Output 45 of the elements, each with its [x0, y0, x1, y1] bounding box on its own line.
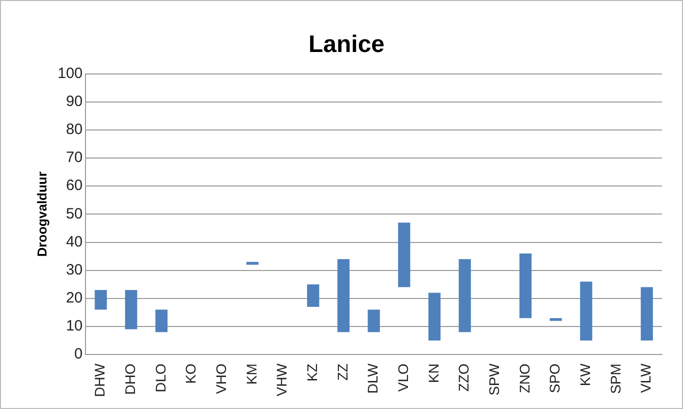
y-tick-label: 50 — [66, 205, 83, 222]
x-tick-label: KM — [243, 364, 260, 385]
x-tick-label: VLO — [395, 363, 412, 392]
bar — [94, 290, 107, 310]
bar — [368, 310, 380, 332]
y-tick-label: 90 — [66, 93, 83, 110]
x-tick-label: KW — [577, 362, 594, 386]
x-tick-label: ZNO — [516, 363, 532, 394]
chart-title: Lanice — [308, 31, 385, 58]
bar — [580, 282, 592, 341]
x-tick-label: SPW — [486, 362, 502, 396]
bar — [337, 259, 350, 332]
bar — [458, 259, 471, 332]
bar — [307, 284, 320, 307]
x-tick-label: DHW — [92, 362, 108, 398]
x-tick-label: DLW — [364, 362, 381, 394]
y-tick-label: 10 — [66, 318, 83, 335]
x-tick-label: SPM — [607, 364, 624, 394]
y-tick-label: 70 — [66, 149, 83, 166]
bar — [640, 287, 653, 341]
x-tick-label: SPO — [546, 363, 563, 394]
y-tick-label: 60 — [66, 177, 83, 194]
bar — [398, 222, 410, 288]
x-tick-label: KN — [425, 364, 442, 384]
bar — [550, 318, 562, 321]
y-tick-label: 100 — [58, 64, 83, 82]
y-tick-label: 0 — [74, 346, 83, 363]
x-tick-label: VHW — [274, 362, 290, 396]
y-tick-label: 20 — [66, 290, 83, 307]
x-tick-label: ZZO — [456, 363, 472, 392]
x-tick-label: VHO — [212, 363, 229, 394]
y-tick-label: 30 — [66, 261, 83, 278]
y-axis-title: Droogvalduur — [34, 172, 50, 257]
y-tick-label: 80 — [66, 121, 83, 138]
x-tick-label: KO — [182, 363, 199, 384]
x-tick-label: VLW — [638, 362, 654, 393]
x-tick-label: DLO — [152, 363, 168, 392]
x-tick-label: KZ — [304, 363, 320, 382]
bar — [125, 290, 138, 330]
bar — [428, 292, 441, 341]
bar — [519, 253, 532, 318]
y-tick-label: 40 — [66, 233, 83, 250]
x-tick-label: ZZ — [334, 363, 350, 381]
x-tick-label: DHO — [122, 363, 138, 395]
bar — [155, 310, 168, 332]
